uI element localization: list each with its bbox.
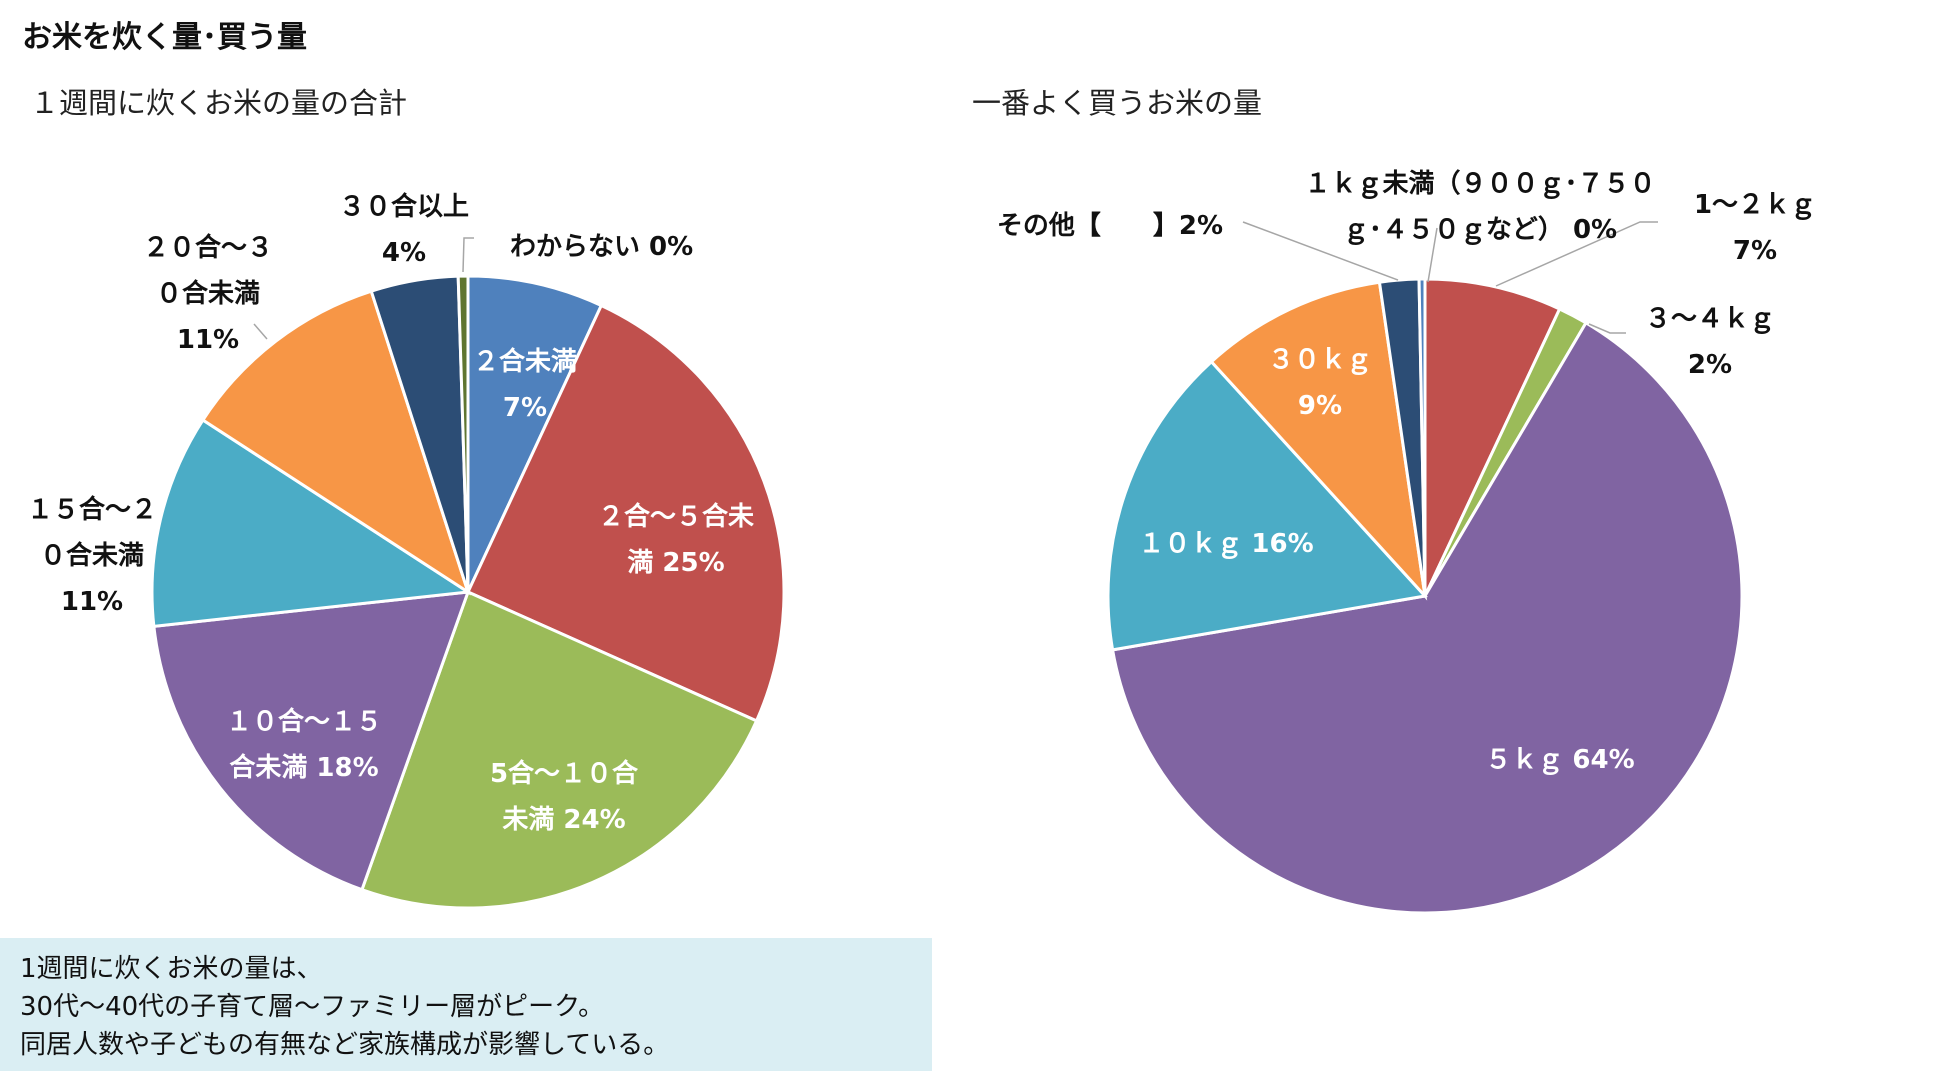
weekly-label-5: ２０合～３０合未満 11% <box>143 232 273 355</box>
weekly-label-3: １０合～１５合未満 18% <box>226 706 382 783</box>
chart-title-purchase: 一番よく買うお米の量 <box>972 86 1263 120</box>
weekly-label-7: わからない 0% <box>510 232 693 262</box>
weekly-slice-0 <box>466 274 604 593</box>
weekly-label-4: １５合～２０合未満 11% <box>27 494 157 617</box>
note-line-3: 同居人数や子どもの有無など家族構成が影響している。 <box>20 1030 670 1060</box>
note-box: 1週間に炊くお米の量は、 30代～40代の子育て層～ファミリー層がピーク。 同居… <box>0 938 932 1071</box>
weekly-slice-1 <box>465 303 786 723</box>
weekly-slice-3 <box>152 590 471 892</box>
weekly-slice-7 <box>456 274 470 593</box>
purchase-label-0: 1～２ｋｇ 7% <box>1694 190 1816 266</box>
weekly-leader-7 <box>462 237 474 273</box>
weekly-label-2: 5合～１０合未満 24% <box>490 758 639 835</box>
page-title: お米を炊く量･買う量 <box>22 20 307 55</box>
purchase-slice-2 <box>1110 320 1744 915</box>
purchase-label-5: その他【 】2% <box>997 211 1223 241</box>
note-line-1: 1週間に炊くお米の量は、 <box>20 954 323 984</box>
weekly-label-0: ２合未満 7% <box>473 346 577 423</box>
weekly-leader-5 <box>253 323 268 340</box>
purchase-label-1: ３～４ｋｇ 2% <box>1645 304 1775 380</box>
purchase-leader-5 <box>1242 221 1399 281</box>
purchase-label-4: ３０ｋｇ 9% <box>1268 345 1372 421</box>
purchase-label-6: １ｋｇ未満（９００ｇ･７５０ｇ･４５０ｇなど） 0% <box>1304 169 1655 245</box>
weekly-slice-4 <box>150 417 473 628</box>
weekly-label-6: ３０合以上 4% <box>339 191 469 268</box>
purchase-leader-1 <box>1588 323 1626 334</box>
purchase-slice-0 <box>1423 277 1562 597</box>
purchase-slice-6 <box>1417 277 1427 597</box>
weekly-slice-5 <box>200 289 471 596</box>
purchase-slice-3 <box>1106 359 1428 652</box>
pie-chart-weekly: ２合未満 7% ２合～５合未満 25% 5合～１０合未満 24% １０合～１５合未満 1… <box>27 191 786 910</box>
weekly-slice-2 <box>360 589 759 910</box>
purchase-leader-6 <box>1427 227 1438 283</box>
note-line-2: 30代～40代の子育て層～ファミリー層がピーク。 <box>20 992 605 1022</box>
purchase-slice-4 <box>1209 280 1428 601</box>
purchase-label-3: １０ｋｇ 16% <box>1138 529 1313 559</box>
weekly-label-1: ２合～５合未満 25% <box>598 501 754 578</box>
purchase-leader-0 <box>1495 221 1658 287</box>
chart-title-weekly: １週間に炊くお米の量の合計 <box>30 86 408 120</box>
pie-chart-purchase: 1～２ｋｇ 7% ３～４ｋｇ 2% ５ｋｇ 64% １０ｋｇ 16% ３０ｋｇ 9% その他【 … <box>997 169 1816 915</box>
purchase-label-2: ５ｋｇ 64% <box>1485 745 1634 775</box>
